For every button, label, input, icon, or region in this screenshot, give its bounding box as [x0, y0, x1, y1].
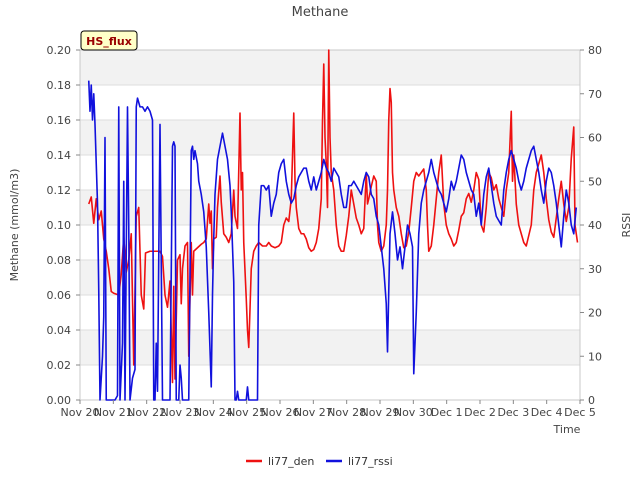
x-tick-label: Nov 20 — [61, 406, 100, 419]
x-axis-label: Time — [553, 423, 581, 436]
y-left-tick-label: 0.04 — [47, 324, 72, 337]
x-tick-label: Dec 1 — [431, 406, 463, 419]
y-left-tick-label: 0.18 — [47, 79, 72, 92]
x-tick-label: Dec 3 — [497, 406, 529, 419]
series-layer — [87, 49, 579, 401]
y-left-tick-label: 0.14 — [47, 149, 72, 162]
x-tick-label: Dec 4 — [531, 406, 563, 419]
y-axis-right: 0 10 20 30 40 50 60 70 80 — [580, 44, 602, 407]
y-right-tick-label: 20 — [588, 307, 602, 320]
plot-band — [80, 50, 580, 85]
legend-item-den[interactable]: li77_den — [246, 455, 314, 468]
badge: HS_flux — [80, 30, 138, 51]
x-tick-label: Nov 26 — [261, 406, 300, 419]
x-tick-label: Nov 24 — [194, 406, 233, 419]
y-left-tick-label: 0.20 — [47, 44, 72, 57]
y-left-tick-label: 0.10 — [47, 219, 72, 232]
badge-label: HS_flux — [86, 35, 132, 48]
legend-item-rssi[interactable]: li77_rssi — [326, 455, 393, 468]
chart-title: Methane — [292, 5, 349, 20]
x-tick-label: Nov 27 — [294, 406, 333, 419]
y-right-tick-label: 40 — [588, 219, 602, 232]
x-tick-label: Nov 28 — [327, 406, 366, 419]
y-right-tick-label: 30 — [588, 263, 602, 276]
x-tick-label: Nov 29 — [361, 406, 400, 419]
plot-band — [80, 190, 580, 225]
x-tick-label: Nov 23 — [161, 406, 200, 419]
series-line-li77_den — [87, 49, 579, 384]
legend: li77_den li77_rssi — [246, 455, 393, 468]
badge-box — [80, 30, 138, 51]
y-axis-left-label: Methane (mmol/m3) — [8, 169, 21, 282]
x-tick-label: Dec 5 — [564, 406, 596, 419]
plot-band — [80, 330, 580, 365]
y-left-tick-label: 0.06 — [47, 289, 72, 302]
y-axis-right-label: RSSI — [620, 213, 633, 238]
x-tick-label: Dec 2 — [464, 406, 496, 419]
y-axis-left: 0.00 0.02 0.04 0.06 0.08 0.10 0.12 0.14 0.16 0.18… — [47, 44, 80, 407]
legend-label-rssi: li77_rssi — [348, 455, 393, 468]
y-right-tick-label: 50 — [588, 175, 602, 188]
y-right-tick-label: 80 — [588, 44, 602, 57]
y-right-tick-label: 60 — [588, 132, 602, 145]
y-left-tick-label: 0.08 — [47, 254, 72, 267]
y-left-tick-label: 0.00 — [47, 394, 72, 407]
legend-label-den: li77_den — [268, 455, 314, 468]
y-right-tick-label: 10 — [588, 350, 602, 363]
x-tick-label: Nov 25 — [227, 406, 266, 419]
y-right-tick-label: 0 — [588, 394, 595, 407]
x-tick-label: Nov 22 — [127, 406, 166, 419]
x-tick-label: Nov 30 — [394, 406, 433, 419]
plot-band — [80, 260, 580, 295]
y-left-tick-label: 0.12 — [47, 184, 72, 197]
y-left-tick-label: 0.02 — [47, 359, 72, 372]
series-line-li77_rssi — [87, 80, 578, 401]
y-right-tick-label: 70 — [588, 88, 602, 101]
x-tick-label: Nov 21 — [94, 406, 133, 419]
y-left-tick-label: 0.16 — [47, 114, 72, 127]
